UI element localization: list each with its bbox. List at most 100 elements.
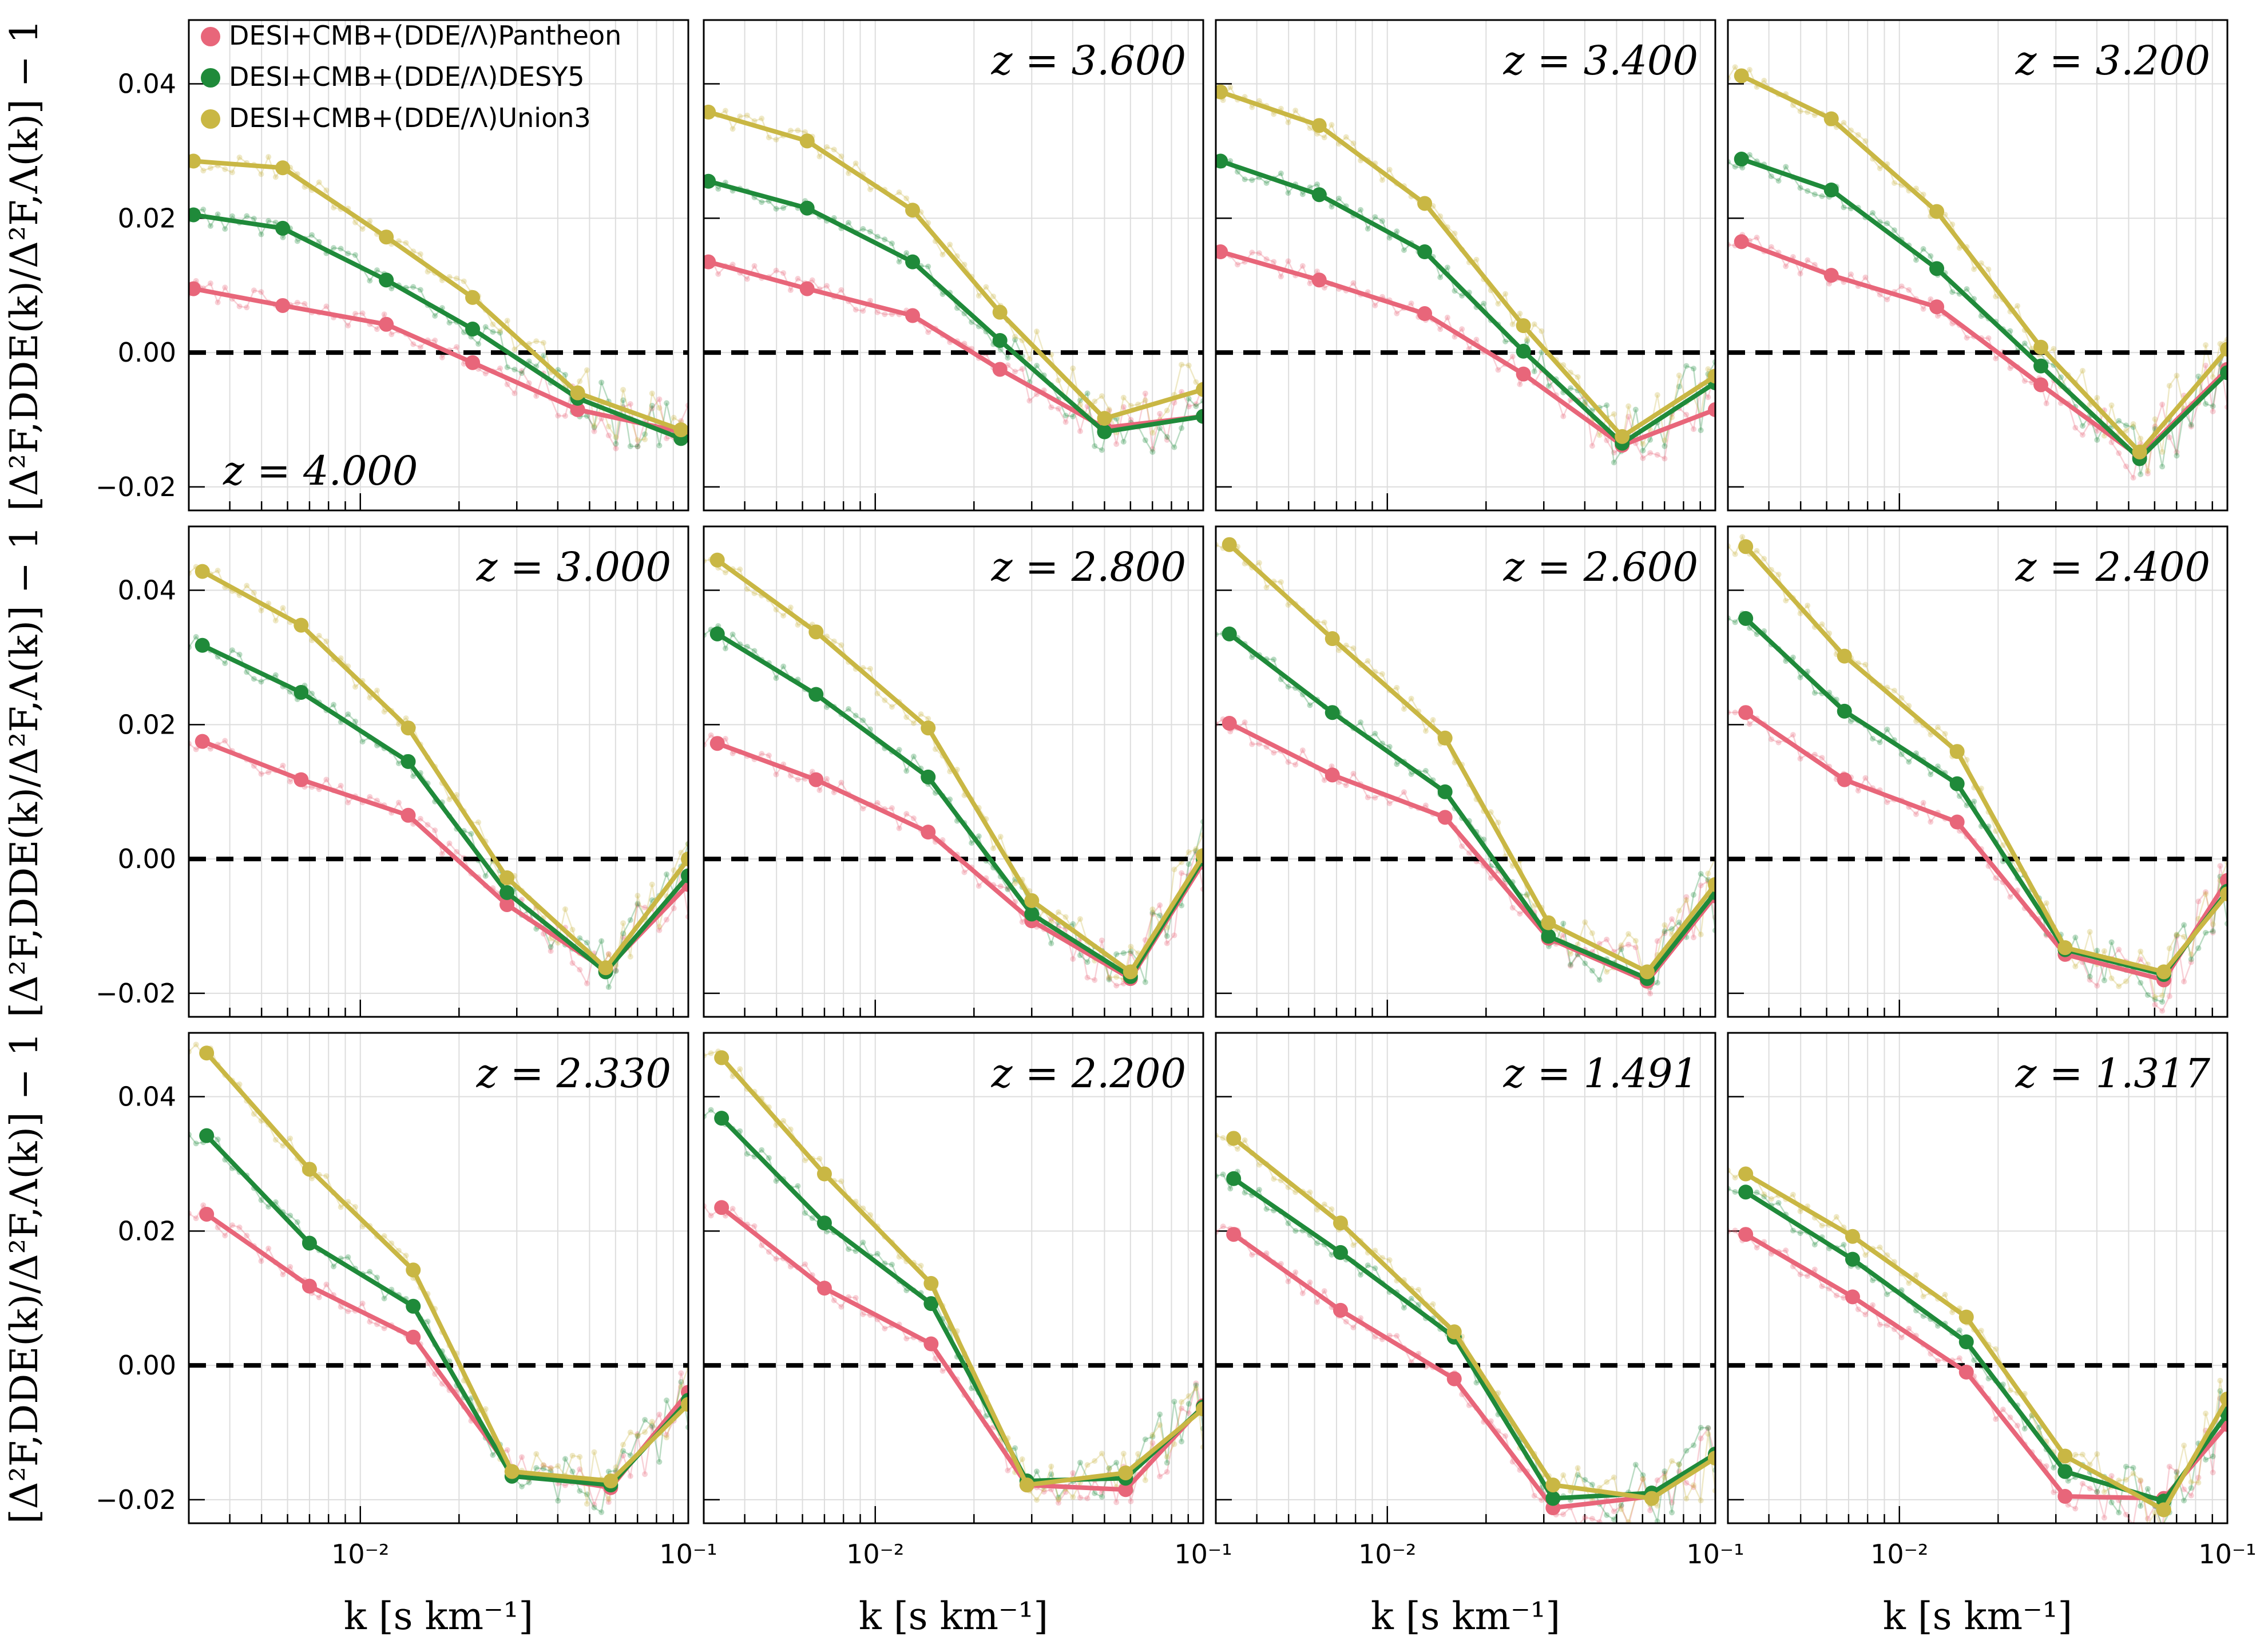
series-point-union3 [808, 624, 824, 640]
noise-point-union3 [1149, 906, 1156, 913]
noise-point-desy5 [1647, 437, 1654, 443]
noise-point-union3 [569, 926, 576, 933]
noise-point-desy5 [802, 1210, 808, 1216]
noise-point-union3 [2174, 373, 2180, 379]
noise-point-pantheon [1113, 441, 1120, 447]
noise-point-pantheon [744, 276, 750, 282]
noise-point-union3 [838, 642, 844, 648]
series-point-pantheon [2033, 377, 2049, 393]
panel-frame [1727, 1032, 2229, 1524]
noise-point-desy5 [395, 760, 402, 766]
noise-point-desy5 [1220, 1171, 1226, 1178]
noise-point-union3 [1452, 230, 1458, 236]
noise-point-union3 [1625, 1519, 1632, 1523]
noise-point-pantheon [2181, 1486, 2187, 1492]
noise-point-pantheon [265, 769, 272, 775]
noise-point-pantheon [577, 966, 583, 973]
noise-point-union3 [1070, 365, 1076, 371]
series-line-union3 [205, 1051, 688, 1484]
noise-point-union3 [1350, 140, 1357, 146]
noise-point-pantheon [671, 905, 677, 912]
series-point-union3 [1708, 1451, 1715, 1466]
noise-point-pantheon [1343, 782, 1349, 789]
noise-point-desy5 [2051, 1464, 2057, 1471]
series-point-desy5 [1929, 261, 1945, 276]
noise-point-union3 [1913, 1272, 1919, 1278]
noise-point-union3 [2000, 842, 2006, 849]
noise-point-union3 [1862, 138, 1869, 144]
noise-point-union3 [490, 321, 496, 327]
noise-point-union3 [2094, 1451, 2100, 1457]
series-point-union3 [1222, 537, 1237, 552]
noise-point-union3 [620, 1441, 627, 1448]
noise-point-pantheon [860, 308, 866, 314]
series-point-pantheon [1325, 767, 1340, 783]
series-point-union3 [302, 1162, 317, 1177]
noise-point-desy5 [1164, 933, 1170, 940]
noise-point-desy5 [1531, 369, 1537, 375]
noise-point-pantheon [620, 1452, 627, 1459]
noise-point-desy5 [613, 441, 619, 447]
noise-point-union3 [2203, 1411, 2209, 1417]
noise-point-union3 [1698, 932, 1704, 938]
noise-point-union3 [649, 390, 655, 397]
noise-point-desy5 [2021, 340, 2028, 347]
y-tick-label: 0.04 [118, 575, 176, 606]
noise-point-desy5 [773, 205, 779, 212]
series-point-union3 [1196, 1401, 1203, 1417]
noise-point-pantheon [482, 370, 489, 377]
noise-point-pantheon [816, 787, 823, 793]
noise-point-pantheon [519, 1454, 525, 1460]
noise-point-pantheon [678, 418, 684, 424]
noise-point-union3 [1732, 551, 1738, 557]
noise-point-union3 [722, 569, 728, 576]
noise-point-desy5 [642, 431, 648, 437]
noise-point-desy5 [1099, 1493, 1105, 1500]
noise-point-pantheon [1099, 1489, 1105, 1496]
series-point-pantheon [294, 772, 309, 787]
noise-point-desy5 [222, 226, 228, 232]
noise-point-union3 [1790, 1191, 1796, 1198]
noise-point-desy5 [331, 1263, 337, 1270]
noise-point-pantheon [316, 1294, 322, 1301]
noise-point-desy5 [1819, 193, 1825, 199]
noise-point-desy5 [1971, 798, 1977, 805]
noise-point-desy5 [1070, 413, 1076, 419]
noise-point-union3 [1604, 969, 1610, 975]
noise-point-union3 [1012, 880, 1018, 886]
noise-point-desy5 [1084, 390, 1091, 397]
noise-point-desy5 [2159, 463, 2166, 470]
noise-point-pantheon [1862, 1312, 1869, 1318]
series-point-desy5 [499, 885, 515, 900]
noise-point-pantheon [939, 1368, 946, 1374]
noise-point-pantheon [497, 365, 503, 371]
panel-frame [188, 1032, 689, 1524]
noise-point-pantheon [1099, 937, 1105, 944]
noise-point-desy5 [1877, 739, 1883, 746]
noise-point-union3 [1640, 1476, 1646, 1482]
noise-point-desy5 [1632, 1461, 1639, 1468]
plot-area [1728, 64, 2227, 481]
noise-point-desy5 [1596, 977, 1603, 983]
panel-10: z = 2.200 10⁻² 10⁻¹ k [s km⁻¹] [703, 1032, 1232, 1638]
noise-point-union3 [1394, 684, 1400, 691]
noise-point-union3 [2174, 932, 2180, 938]
noise-point-union3 [787, 604, 794, 611]
noise-point-pantheon [2138, 956, 2144, 962]
z-label: z = 4.000 [223, 447, 418, 494]
series-point-pantheon [905, 308, 921, 323]
noise-point-desy5 [207, 223, 213, 229]
series-point-pantheon [275, 298, 291, 313]
noise-point-pantheon [664, 1432, 670, 1438]
noise-point-union3 [2210, 374, 2216, 380]
series-point-union3 [598, 960, 613, 976]
noise-point-desy5 [222, 660, 228, 667]
noise-point-union3 [642, 436, 648, 442]
noise-point-pantheon [439, 354, 445, 360]
noise-point-pantheon [1884, 799, 1890, 805]
noise-point-desy5 [2130, 424, 2136, 430]
noise-point-pantheon [2159, 1008, 2166, 1014]
noise-trace-pantheon [189, 279, 688, 451]
noise-point-desy5 [381, 1296, 387, 1302]
noise-point-union3 [569, 1452, 576, 1459]
